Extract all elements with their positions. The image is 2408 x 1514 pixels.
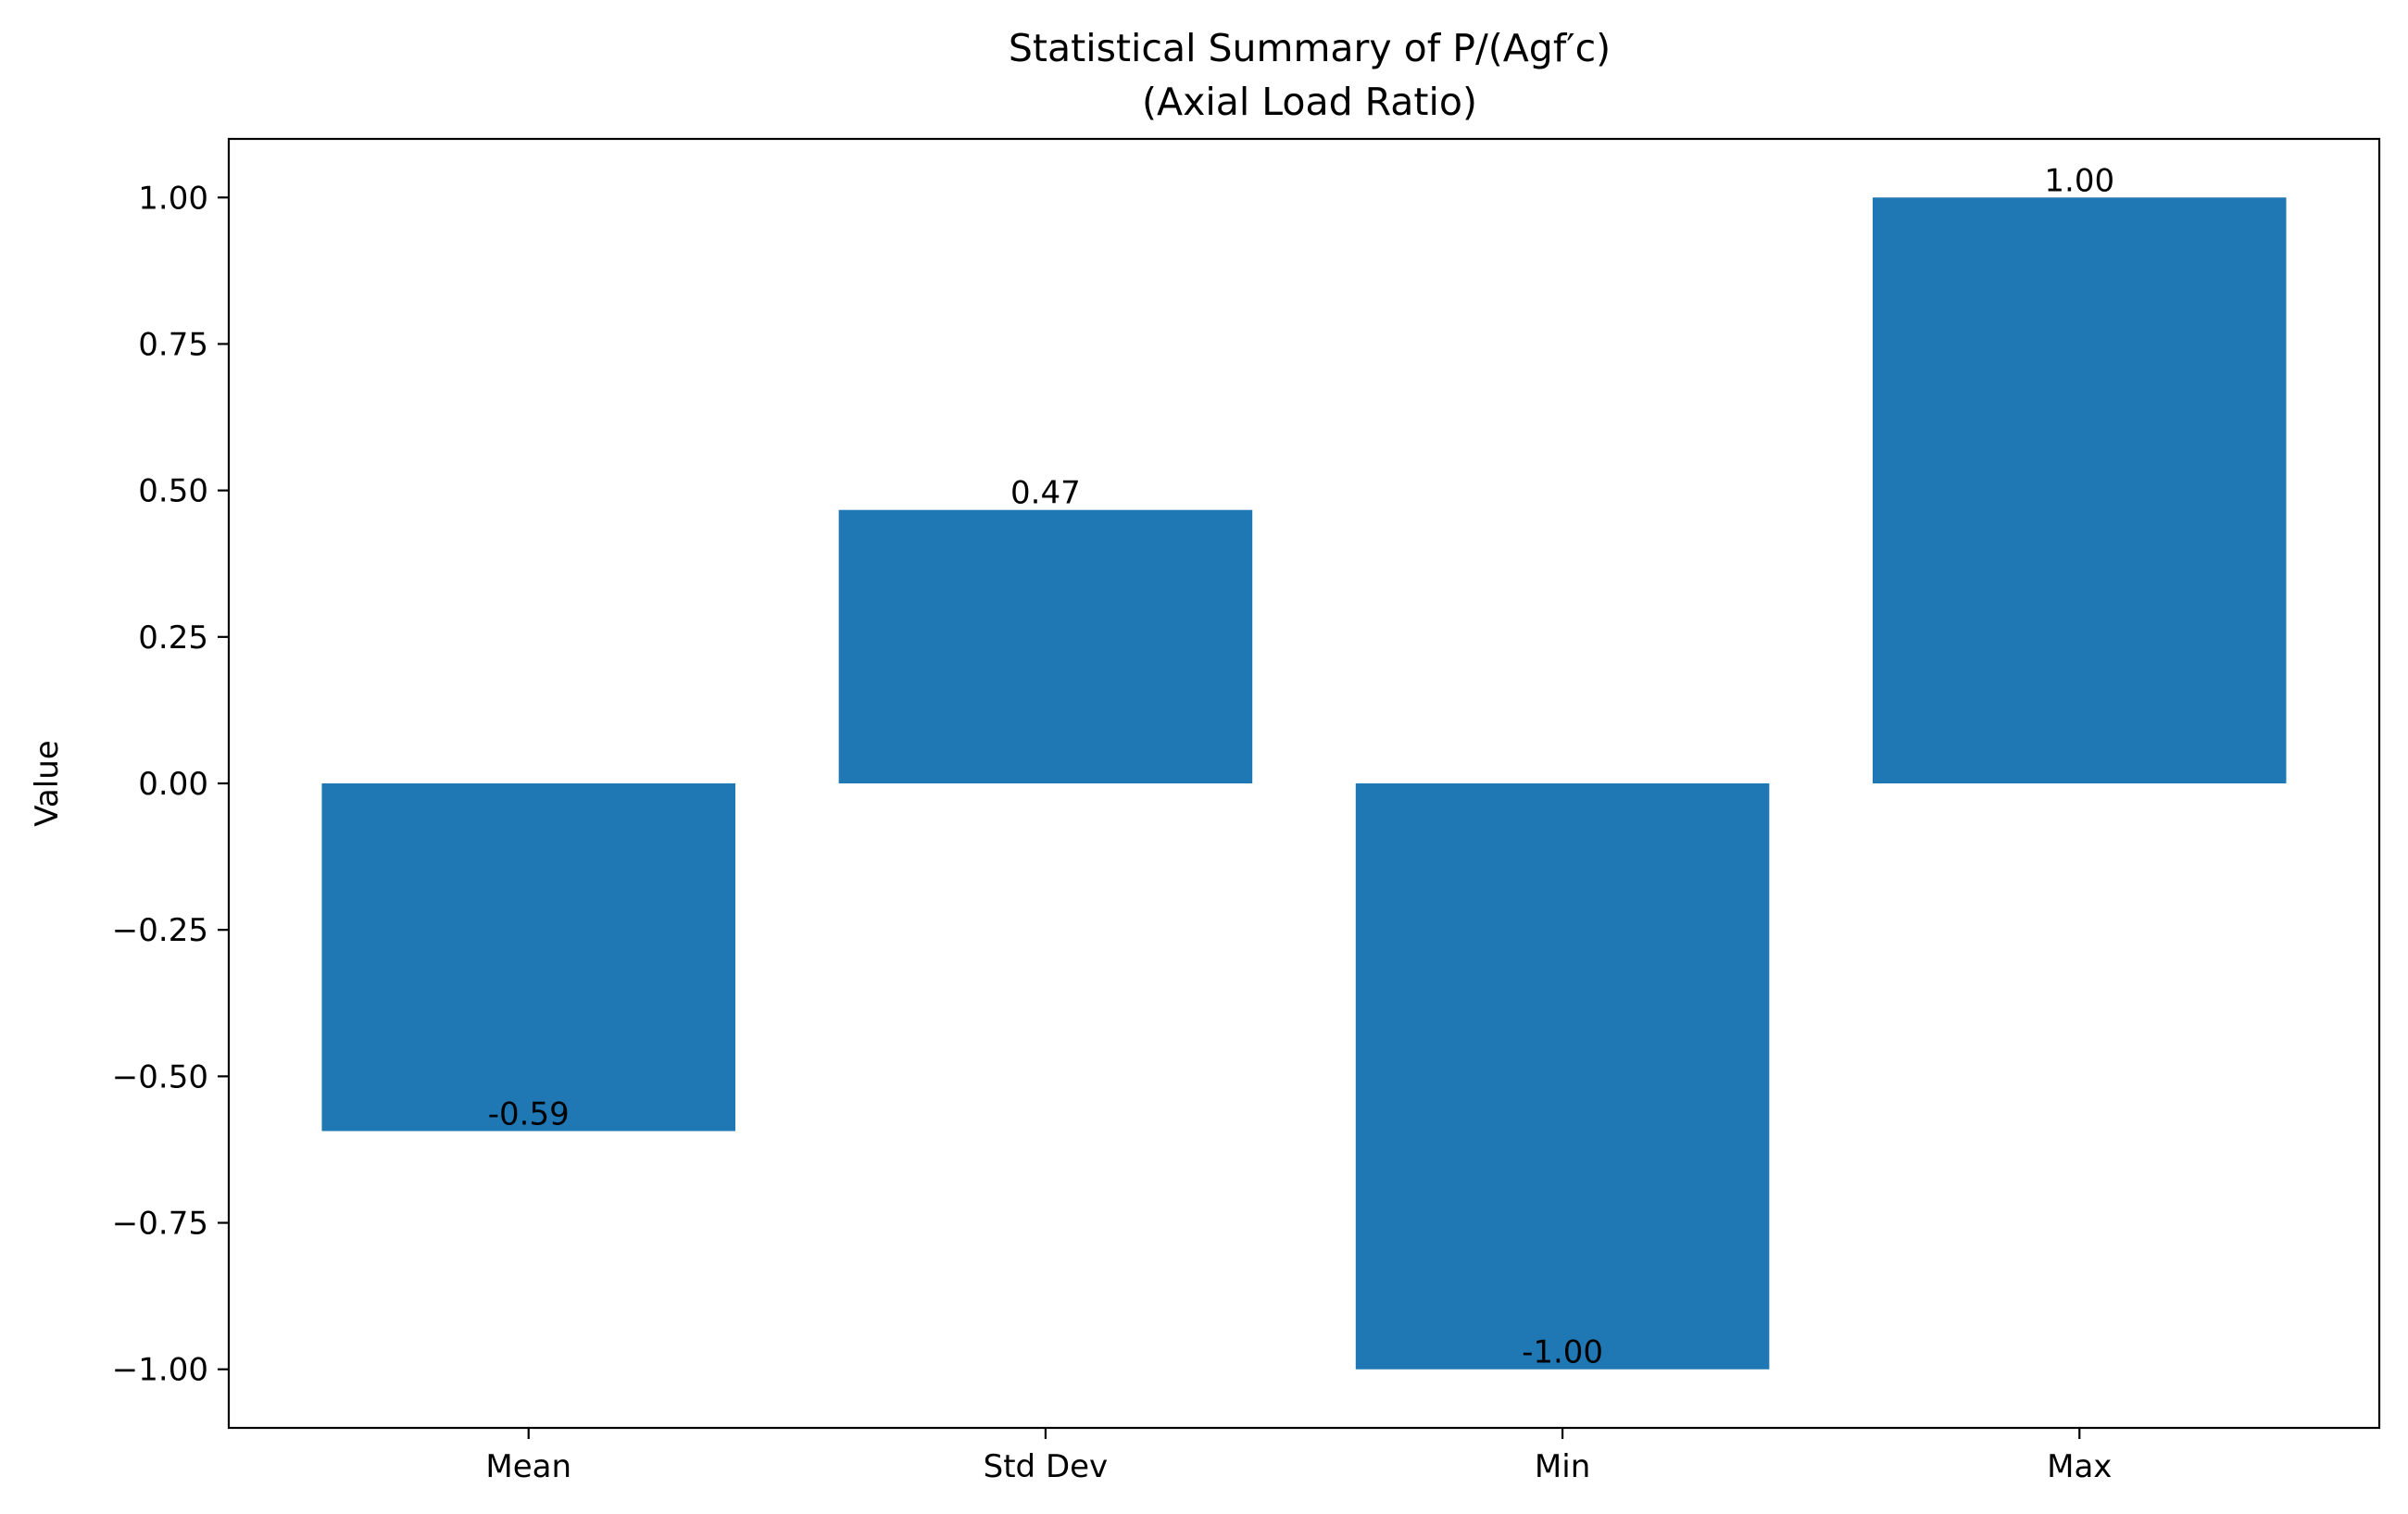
value-label-mean: -0.59 [488, 1095, 570, 1132]
value-label-std-dev: 0.47 [1010, 475, 1081, 512]
bar-value-labels: -0.59 0.47 -1.00 1.00 [488, 162, 2114, 1370]
plot-frame [227, 137, 2381, 1430]
value-label-max: 1.00 [2044, 162, 2114, 199]
x-axis: Mean Std Dev Min Max [485, 1428, 2112, 1485]
bar-mean [321, 783, 736, 1132]
bars [321, 197, 2287, 1370]
x-tick-label-min: Min [1535, 1448, 1590, 1485]
y-tick-label: 0.25 [138, 619, 208, 657]
x-tick-label-std-dev: Std Dev [984, 1448, 1109, 1485]
y-tick-label: −0.75 [112, 1206, 208, 1243]
chart-title-line-2: (Axial Load Ratio) [1142, 80, 1477, 124]
y-axis-label: Value [29, 740, 66, 826]
x-tick-label-max: Max [2047, 1448, 2112, 1485]
x-tick-label-mean: Mean [485, 1448, 571, 1485]
bar-min [1355, 783, 1770, 1370]
y-tick-label: −0.50 [112, 1058, 208, 1095]
y-tick-label: −1.00 [112, 1352, 208, 1389]
y-tick-label: 0.75 [138, 326, 208, 363]
bar-max [1872, 197, 2287, 784]
chart-title: Statistical Summary of P/(Agf′c) (Axial … [1009, 26, 1611, 124]
chart-title-line-1: Statistical Summary of P/(Agf′c) [1009, 26, 1611, 70]
value-label-min: -1.00 [1522, 1334, 1603, 1371]
y-axis: 1.00 0.75 0.50 0.25 0.00 −0.25 −0.50 −0.75 −1.00 [112, 180, 229, 1389]
y-tick-label: 0.00 [138, 766, 208, 803]
bar-std-dev [838, 509, 1253, 783]
y-tick-label: 0.50 [138, 473, 208, 510]
y-tick-label: −0.25 [112, 912, 208, 949]
y-tick-label: 1.00 [138, 180, 208, 217]
